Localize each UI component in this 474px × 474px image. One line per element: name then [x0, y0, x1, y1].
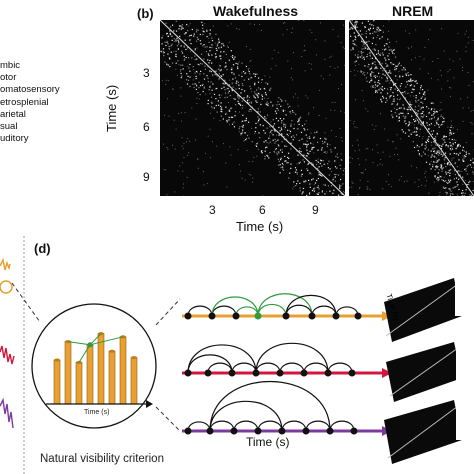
wakefulness-recurrence-matrix [160, 20, 345, 196]
inset-bar [130, 357, 138, 405]
graph-node [278, 427, 286, 435]
legend-item: arietal [0, 108, 26, 120]
wakefulness-title: Wakefulness [213, 3, 299, 19]
inset-bar [86, 344, 94, 405]
legend-item: otor [0, 72, 17, 84]
graph-node [354, 312, 362, 320]
matrix-thumb-1: Time (s) [384, 272, 474, 342]
legend-item: sual [0, 121, 18, 133]
inset-bar [53, 359, 61, 405]
nrem-title: NREM [392, 3, 434, 19]
graph-node [184, 312, 192, 320]
graph-node [276, 369, 284, 377]
graph-node [228, 369, 236, 377]
visibility-graph [182, 342, 392, 378]
b-x-tick: 9 [312, 203, 319, 217]
graph-node [230, 427, 238, 435]
inset-bar [108, 350, 116, 405]
graph-node [204, 369, 212, 377]
graph-node [254, 312, 262, 320]
visibility-graph-diagram: Time (s) Natural visibility criterion Ti… [0, 236, 474, 474]
legend-item: etrosplenial [0, 96, 49, 108]
legend-item: mbic [0, 60, 21, 71]
graph-node [348, 369, 356, 377]
orange-signal-fragment [0, 257, 11, 271]
graph-node [208, 312, 216, 320]
legend-item: omatosensory [0, 84, 60, 96]
graph-node [324, 369, 332, 377]
orange-zoom-circle [0, 280, 13, 294]
graph-axis-label: Time (s) [246, 435, 290, 449]
visibility-graph [182, 293, 392, 321]
graph-node [254, 427, 262, 435]
purple-signal-fragment [0, 397, 14, 429]
graph-node [308, 312, 316, 320]
inset-axis-label: Time (s) [84, 409, 109, 416]
graph-node [232, 312, 240, 320]
matrix-thumb-2 [386, 336, 474, 402]
graph-node [350, 427, 358, 435]
inset-bar [75, 362, 83, 405]
region-legend: mbic otor omatosensory etrosplenial arie… [0, 60, 60, 145]
graph-node [184, 369, 192, 377]
graph-node [332, 312, 340, 320]
b-x-axis-title: Time (s) [236, 219, 284, 234]
graph-node [326, 427, 334, 435]
panel-d-label: (d) [34, 241, 51, 256]
legend-item: uditory [0, 133, 29, 145]
graph-node [252, 369, 260, 377]
b-y-tick: 9 [143, 170, 150, 184]
graph-node [282, 312, 290, 320]
b-x-tick: 6 [259, 203, 266, 217]
visibility-caption: Natural visibility criterion [40, 453, 164, 465]
b-x-tick: 3 [209, 203, 216, 217]
graph-node [206, 427, 214, 435]
graph-node [302, 427, 310, 435]
panel-b-label: (b) [137, 6, 154, 21]
b-y-tick: 6 [143, 120, 150, 134]
nrem-recurrence-matrix [349, 20, 474, 196]
matrix-thumb-3 [384, 396, 474, 464]
visibility-graph [182, 380, 392, 436]
red-signal-fragment [0, 345, 15, 365]
b-y-axis-title: Time (s) [104, 84, 119, 132]
graph-node [300, 369, 308, 377]
b-y-tick: 3 [143, 66, 150, 80]
inset-bar [119, 336, 127, 405]
graph-node [184, 427, 192, 435]
inset-bar [64, 341, 72, 405]
inset-bar [97, 333, 105, 405]
